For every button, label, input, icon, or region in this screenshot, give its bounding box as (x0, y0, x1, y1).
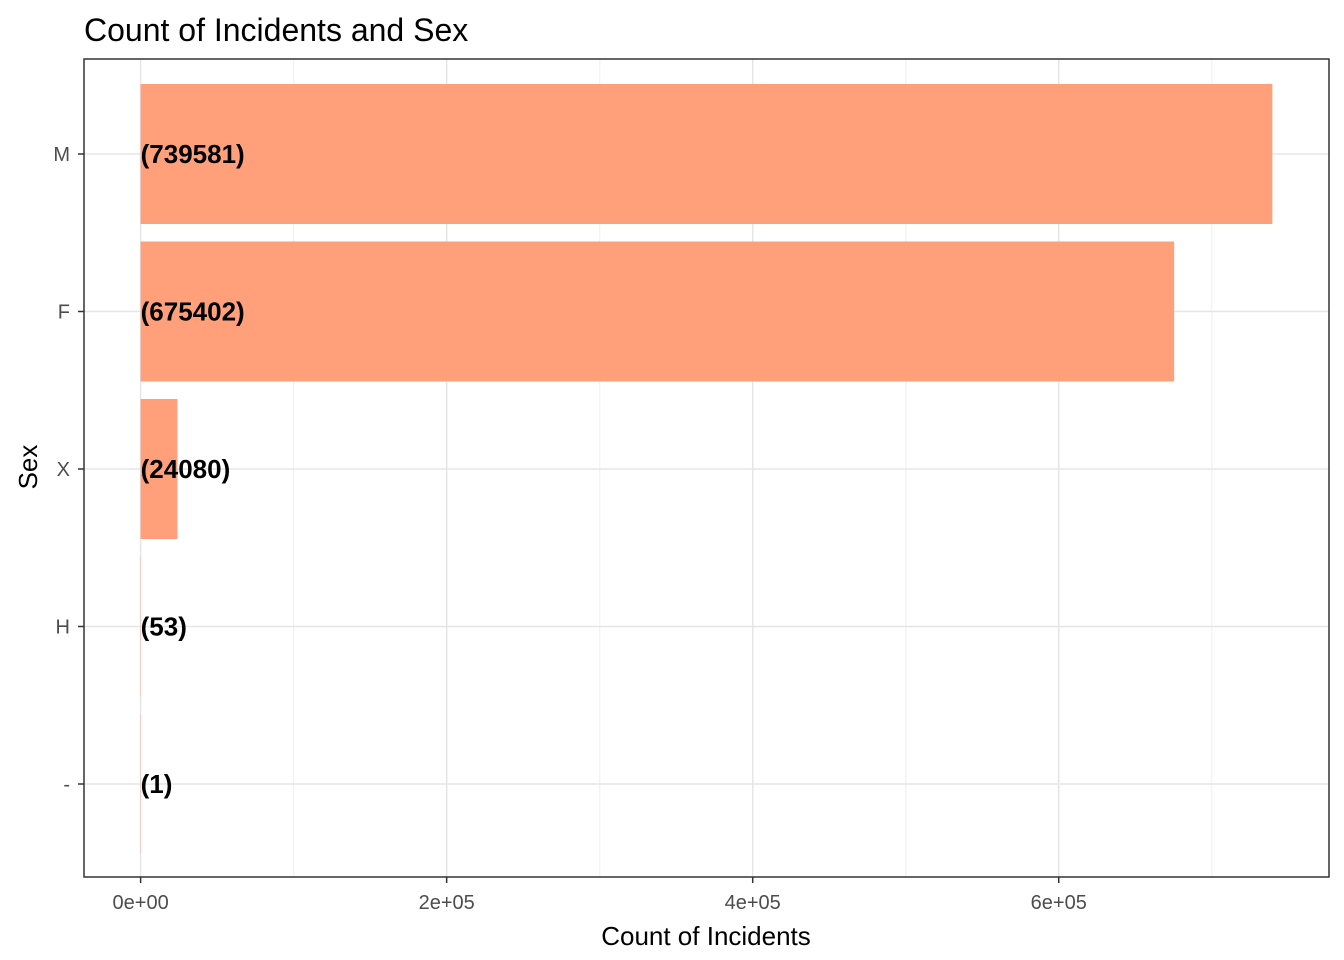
x-tick-label: 6e+05 (1031, 892, 1087, 914)
data-label: (24080) (141, 454, 231, 484)
y-tick-label: X (57, 459, 70, 481)
x-tick-label: 4e+05 (725, 892, 781, 914)
data-labels: (739581) (675402) (24080) (53) (1) (141, 139, 245, 799)
y-axis: M F X H - (53, 144, 84, 796)
x-axis-title: Count of Incidents (601, 921, 811, 951)
x-tick-label: 2e+05 (419, 892, 475, 914)
data-label: (53) (141, 612, 187, 642)
panel-border (83, 58, 1330, 878)
bar-x (140, 399, 178, 539)
y-tick-label: M (53, 144, 70, 166)
bar-f (140, 241, 1175, 382)
chart-title: Count of Incidents and Sex (84, 12, 468, 48)
bar-m (140, 84, 1273, 224)
x-axis: 0e+00 2e+05 4e+05 6e+05 (113, 877, 1087, 914)
y-tick-label: F (58, 302, 70, 324)
data-label: (739581) (141, 139, 245, 169)
y-tick-label: H (56, 617, 70, 639)
x-tick-label: 0e+00 (113, 892, 169, 914)
data-label: (1) (141, 769, 173, 799)
y-axis-title: Sex (13, 445, 43, 490)
bars (140, 84, 1273, 854)
data-label: (675402) (141, 297, 245, 327)
y-tick-label: - (63, 774, 70, 796)
